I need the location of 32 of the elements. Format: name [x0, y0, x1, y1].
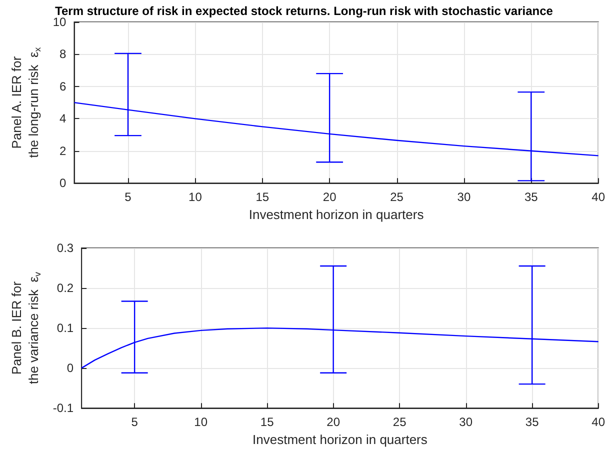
- y-tick-label: -0.1: [52, 401, 74, 416]
- y-tick-label: 8: [60, 47, 67, 62]
- y-tick-label: 0: [60, 176, 67, 190]
- chart-title: Term structure of risk in expected stock returns. Long-run risk with stochastic variance: [55, 4, 554, 18]
- x-tick-label: 20: [326, 415, 340, 430]
- y-axis-title: Panel B. IER for the variance risk εv: [9, 271, 42, 384]
- x-tick-label: 40: [592, 415, 606, 430]
- x-tick-label: 30: [459, 415, 473, 430]
- x-tick-label: 40: [592, 190, 606, 204]
- x-axis-title: Investment horizon in quarters: [248, 207, 424, 222]
- x-tick-label: 10: [194, 415, 208, 430]
- x-tick-label: 25: [390, 190, 404, 204]
- x-tick-label: 35: [524, 190, 538, 204]
- x-tick-label: 15: [260, 415, 274, 430]
- y-tick-label: 0.3: [56, 241, 74, 255]
- x-tick-label: 5: [131, 415, 138, 430]
- y-tick-label: 0: [66, 361, 74, 376]
- x-tick-label: 20: [322, 190, 337, 204]
- y-tick-label: 6: [60, 79, 67, 94]
- x-tick-label: 35: [525, 415, 540, 430]
- x-axis-title: Investment horizon in quarters: [252, 432, 428, 447]
- x-tick-label: 30: [457, 190, 471, 204]
- x-tick-label: 5: [124, 190, 132, 204]
- y-tick-label: 10: [52, 15, 67, 29]
- y-tick-label: 2: [60, 144, 67, 158]
- x-tick-label: 15: [256, 190, 270, 204]
- y-tick-label: 4: [60, 112, 67, 126]
- x-tick-label: 25: [392, 415, 407, 430]
- y-axis-title: Panel A. IER for the long-run risk εx: [9, 46, 42, 158]
- y-tick-label: 0.1: [56, 321, 74, 336]
- x-tick-label: 10: [188, 190, 202, 204]
- y-tick-label: 0.2: [56, 281, 74, 296]
